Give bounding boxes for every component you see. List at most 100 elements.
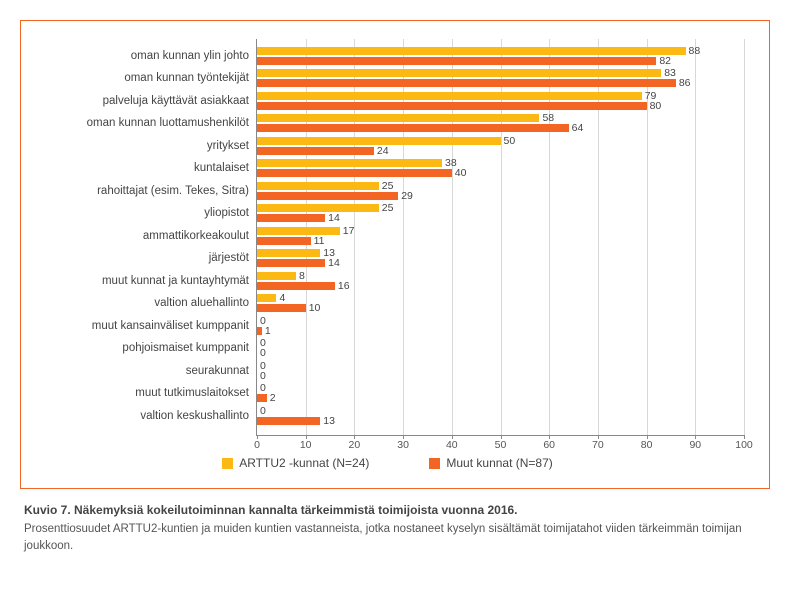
bar-series-a: 8 bbox=[257, 272, 296, 280]
bar-series-a: 79 bbox=[257, 92, 642, 100]
value-label-a: 17 bbox=[340, 225, 355, 237]
x-tick-label: 40 bbox=[446, 435, 458, 451]
chart-row: valtion keskushallinto013 bbox=[257, 407, 744, 425]
chart-row: oman kunnan luottamushenkilöt5864 bbox=[257, 114, 744, 132]
value-label-b: 40 bbox=[452, 167, 467, 179]
value-label-b: 0 bbox=[257, 347, 266, 359]
chart-frame: 0102030405060708090100oman kunnan ylin j… bbox=[20, 20, 770, 489]
bar-series-a: 83 bbox=[257, 69, 661, 77]
bar-series-a: 88 bbox=[257, 47, 686, 55]
category-label: oman kunnan työntekijät bbox=[124, 72, 257, 84]
x-tick-label: 50 bbox=[495, 435, 507, 451]
legend-label-b: Muut kunnat (N=87) bbox=[446, 456, 552, 470]
bar-series-b: 80 bbox=[257, 102, 647, 110]
category-label: kuntalaiset bbox=[194, 162, 257, 174]
chart-area: 0102030405060708090100oman kunnan ylin j… bbox=[31, 39, 744, 436]
caption-title: Kuvio 7. Näkemyksiä kokeilutoiminnan kan… bbox=[24, 503, 766, 517]
x-tick-label: 0 bbox=[254, 435, 260, 451]
bar-series-b: 40 bbox=[257, 169, 452, 177]
bar-series-a: 25 bbox=[257, 204, 379, 212]
x-tick-label: 80 bbox=[641, 435, 653, 451]
chart-row: seurakunnat00 bbox=[257, 362, 744, 380]
value-label-a: 50 bbox=[501, 135, 516, 147]
x-tick-label: 70 bbox=[592, 435, 604, 451]
chart-row: yliopistot2514 bbox=[257, 204, 744, 222]
chart-row: kuntalaiset3840 bbox=[257, 159, 744, 177]
bar-series-a: 25 bbox=[257, 182, 379, 190]
x-tick-label: 20 bbox=[349, 435, 361, 451]
legend-label-a: ARTTU2 -kunnat (N=24) bbox=[239, 456, 369, 470]
chart-row: valtion aluehallinto410 bbox=[257, 294, 744, 312]
category-label: ammattikorkeakoulut bbox=[143, 230, 257, 242]
value-label-b: 82 bbox=[656, 55, 671, 67]
category-label: valtion aluehallinto bbox=[154, 297, 257, 309]
chart-row: palveluja käyttävät asiakkaat7980 bbox=[257, 92, 744, 110]
category-label: järjestöt bbox=[209, 252, 257, 264]
value-label-a: 8 bbox=[296, 270, 305, 282]
plot-area: 0102030405060708090100oman kunnan ylin j… bbox=[256, 39, 744, 436]
value-label-b: 0 bbox=[257, 370, 266, 382]
legend-item-a: ARTTU2 -kunnat (N=24) bbox=[222, 456, 369, 470]
chart-row: muut kunnat ja kuntayhtymät816 bbox=[257, 272, 744, 290]
bar-series-b: 29 bbox=[257, 192, 398, 200]
x-tick-label: 60 bbox=[543, 435, 555, 451]
x-tick-label: 100 bbox=[735, 435, 753, 451]
bars-column: 0102030405060708090100oman kunnan ylin j… bbox=[256, 39, 744, 436]
bar-series-a: 4 bbox=[257, 294, 276, 302]
bar-series-b: 14 bbox=[257, 259, 325, 267]
value-label-a: 0 bbox=[257, 382, 266, 394]
chart-row: järjestöt1314 bbox=[257, 249, 744, 267]
bar-series-a: 17 bbox=[257, 227, 340, 235]
bar-series-b: 24 bbox=[257, 147, 374, 155]
bar-series-b: 2 bbox=[257, 394, 267, 402]
bar-series-b: 13 bbox=[257, 417, 320, 425]
value-label-a: 4 bbox=[276, 292, 285, 304]
value-label-a: 0 bbox=[257, 405, 266, 417]
value-label-b: 14 bbox=[325, 212, 340, 224]
chart-row: muut kansainväliset kumppanit01 bbox=[257, 317, 744, 335]
bar-series-b: 1 bbox=[257, 327, 262, 335]
legend-item-b: Muut kunnat (N=87) bbox=[429, 456, 552, 470]
bar-series-b: 16 bbox=[257, 282, 335, 290]
bar-series-b: 64 bbox=[257, 124, 569, 132]
x-tick-label: 90 bbox=[689, 435, 701, 451]
bar-series-b: 11 bbox=[257, 237, 311, 245]
bar-series-a: 50 bbox=[257, 137, 501, 145]
chart-row: oman kunnan ylin johto8882 bbox=[257, 47, 744, 65]
x-tick-label: 30 bbox=[397, 435, 409, 451]
value-label-b: 24 bbox=[374, 145, 389, 157]
value-label-b: 2 bbox=[267, 392, 276, 404]
value-label-b: 80 bbox=[647, 100, 662, 112]
value-label-b: 1 bbox=[262, 325, 271, 337]
value-label-b: 29 bbox=[398, 190, 413, 202]
value-label-a: 88 bbox=[686, 45, 701, 57]
bar-series-a: 58 bbox=[257, 114, 539, 122]
category-label: yliopistot bbox=[204, 207, 257, 219]
category-label: oman kunnan luottamushenkilöt bbox=[87, 117, 257, 129]
value-label-b: 64 bbox=[569, 122, 584, 134]
category-label: muut kunnat ja kuntayhtymät bbox=[102, 275, 257, 287]
category-label: pohjoismaiset kumppanit bbox=[122, 342, 257, 354]
chart-row: rahoittajat (esim. Tekes, Sitra)2529 bbox=[257, 182, 744, 200]
category-label: oman kunnan ylin johto bbox=[131, 50, 257, 62]
gridline bbox=[744, 39, 745, 435]
value-label-b: 10 bbox=[306, 302, 321, 314]
chart-row: yritykset5024 bbox=[257, 137, 744, 155]
bar-series-a: 38 bbox=[257, 159, 442, 167]
bar-series-b: 10 bbox=[257, 304, 306, 312]
value-label-b: 86 bbox=[676, 77, 691, 89]
value-label-b: 11 bbox=[311, 235, 325, 247]
category-label: yritykset bbox=[207, 140, 257, 152]
chart-row: ammattikorkeakoulut1711 bbox=[257, 227, 744, 245]
caption: Kuvio 7. Näkemyksiä kokeilutoiminnan kan… bbox=[20, 503, 770, 554]
value-label-a: 83 bbox=[661, 67, 676, 79]
chart-row: pohjoismaiset kumppanit00 bbox=[257, 339, 744, 357]
bar-series-b: 14 bbox=[257, 214, 325, 222]
value-label-b: 13 bbox=[320, 415, 335, 427]
category-label: rahoittajat (esim. Tekes, Sitra) bbox=[97, 185, 257, 197]
category-label: palveluja käyttävät asiakkaat bbox=[103, 95, 257, 107]
category-label: muut tutkimuslaitokset bbox=[135, 387, 257, 399]
value-label-a: 58 bbox=[539, 112, 554, 124]
category-label: seurakunnat bbox=[186, 365, 257, 377]
legend: ARTTU2 -kunnat (N=24) Muut kunnat (N=87) bbox=[31, 436, 744, 478]
